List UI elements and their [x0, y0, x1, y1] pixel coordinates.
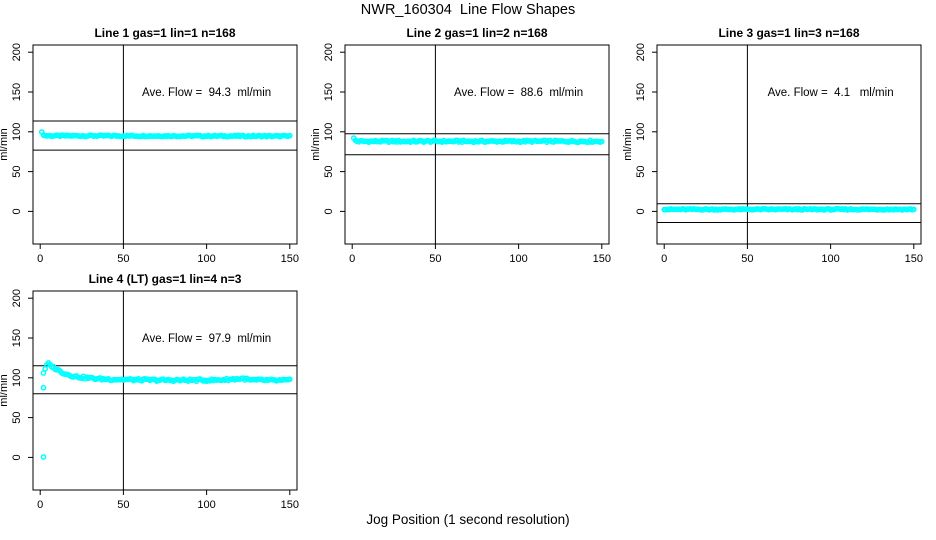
y-tick-label: 100 [11, 123, 23, 141]
ave-flow-annotation: Ave. Flow = 94.3 ml/min [142, 87, 271, 99]
ave-flow-annotation: Ave. Flow = 97.9 ml/min [142, 333, 271, 345]
y-tick-label: 50 [635, 165, 647, 177]
x-tick-label: 50 [741, 253, 753, 265]
x-tick-label: 50 [429, 253, 441, 265]
y-tick-label: 150 [635, 83, 647, 101]
y-tick-label: 0 [635, 208, 647, 214]
plot-box [32, 44, 298, 245]
x-tick-label: 0 [349, 253, 355, 265]
x-tick-label: 150 [593, 253, 611, 265]
ave-flow-annotation: Ave. Flow = 88.6 ml/min [454, 87, 583, 99]
subplot-title: Line 3 gas=1 lin=3 n=168 [718, 26, 859, 40]
y-tick-label: 200 [635, 43, 647, 61]
y-tick-label: 150 [11, 83, 23, 101]
data-points [40, 360, 293, 460]
x-tick-label: 100 [509, 253, 527, 265]
x-axis-global-label: Jog Position (1 second resolution) [366, 512, 570, 527]
y-tick-label: 200 [11, 289, 23, 307]
data-points [661, 205, 917, 213]
data-points [350, 135, 605, 146]
y-tick-label: 100 [11, 369, 23, 387]
y-axis-label: ml/min [0, 374, 10, 406]
subplot-1: 0 50 100 150 0 50 100 150 200 Line 1 gas=1 lin=1 … [0, 26, 299, 265]
y-axis-label: ml/min [622, 128, 634, 160]
x-tick-label: 100 [821, 253, 839, 265]
y-tick-label: 0 [11, 208, 23, 214]
subplot-title: Line 2 gas=1 lin=2 n=168 [406, 26, 547, 40]
plot-box [32, 290, 298, 491]
y-tick-label: 200 [11, 43, 23, 61]
y-tick-label: 100 [635, 123, 647, 141]
subplot-3: 0 50 100 150 0 50 100 150 200 Line 3 gas=1 lin=3 … [622, 26, 923, 265]
subplot-4: 0 50 100 150 0 50 100 150 200 Line 4 (LT) gas=1 l… [0, 272, 299, 511]
x-tick-label: 50 [117, 253, 129, 265]
subplot-title: Line 4 (LT) gas=1 lin=4 n=3 [89, 272, 242, 286]
x-tick-label: 150 [905, 253, 923, 265]
x-tick-label: 0 [661, 253, 667, 265]
main-title: NWR_160304 Line Flow Shapes [360, 2, 576, 18]
y-tick-label: 50 [11, 411, 23, 423]
ave-flow-annotation: Ave. Flow = 4.1 ml/min [768, 87, 894, 99]
x-tick-label: 0 [37, 499, 43, 511]
y-axis-label: ml/min [310, 128, 322, 160]
outlier-point [40, 384, 47, 391]
x-tick-label: 0 [37, 253, 43, 265]
x-tick-label: 50 [117, 499, 129, 511]
y-tick-label: 200 [323, 43, 335, 61]
y-tick-label: 100 [323, 123, 335, 141]
subplot-title: Line 1 gas=1 lin=1 n=168 [94, 26, 235, 40]
y-tick-label: 150 [11, 329, 23, 347]
y-tick-label: 50 [11, 165, 23, 177]
x-tick-label: 150 [281, 499, 299, 511]
x-tick-label: 100 [197, 499, 215, 511]
y-tick-label: 50 [323, 165, 335, 177]
y-tick-label: 0 [323, 208, 335, 214]
data-points [38, 129, 293, 140]
plot-box [344, 44, 610, 245]
subplot-2: 0 50 100 150 0 50 100 150 200 Line 2 gas=1 lin=2 … [310, 26, 611, 265]
y-tick-label: 0 [11, 454, 23, 460]
x-tick-label: 150 [281, 253, 299, 265]
x-tick-label: 100 [197, 253, 215, 265]
outlier-point [40, 454, 47, 460]
plot-box [656, 44, 922, 245]
y-axis-label: ml/min [0, 128, 10, 160]
y-tick-label: 150 [323, 83, 335, 101]
